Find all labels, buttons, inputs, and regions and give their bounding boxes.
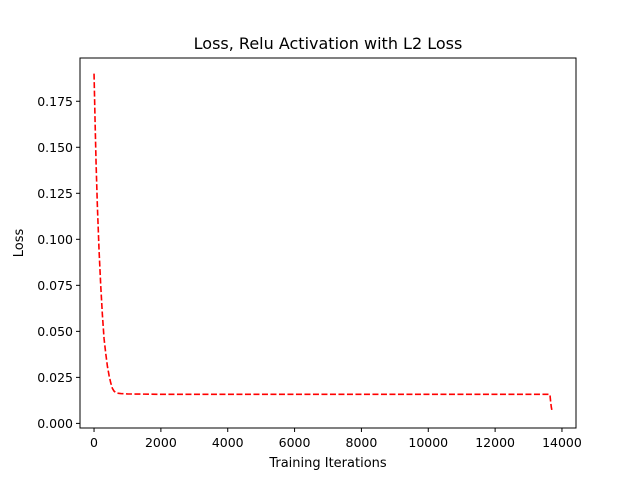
y-tick-label: 0.175 (37, 94, 73, 109)
x-tick-label: 14000 (542, 435, 582, 450)
y-axis-label: Loss (12, 229, 27, 258)
x-tick-label: 4000 (212, 435, 244, 450)
x-tick-label: 0 (90, 435, 98, 450)
y-tick-label: 0.000 (37, 416, 73, 431)
x-tick-label: 6000 (279, 435, 311, 450)
plot-area-background (80, 58, 576, 428)
x-tick-label: 8000 (346, 435, 378, 450)
x-tick-label: 12000 (475, 435, 515, 450)
y-tick-label: 0.025 (37, 370, 73, 385)
y-axis-ticks: 0.000 0.025 0.050 0.075 0.100 0.125 0.150 0.175 (37, 94, 80, 431)
x-axis-label: Training Iterations (268, 456, 387, 471)
y-tick-label: 0.050 (37, 324, 73, 339)
y-tick-label: 0.125 (37, 186, 73, 201)
y-tick-label: 0.075 (37, 278, 73, 293)
x-axis-ticks: 0 2000 4000 6000 8000 10000 12000 14000 (90, 428, 582, 450)
chart-title: Loss, Relu Activation with L2 Loss (194, 34, 463, 53)
plot-frame (79, 57, 577, 429)
y-tick-label: 0.100 (37, 232, 73, 247)
x-tick-label: 10000 (408, 435, 448, 450)
x-tick-label: 2000 (145, 435, 177, 450)
y-tick-label: 0.150 (37, 140, 73, 155)
